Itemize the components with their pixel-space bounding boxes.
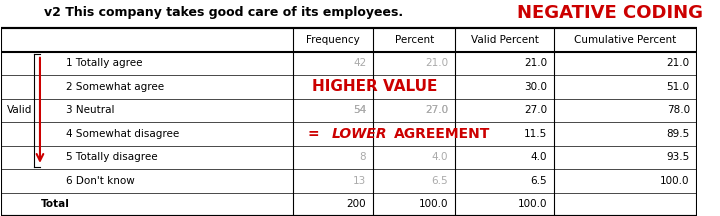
Text: 3 Neutral: 3 Neutral [66, 105, 114, 115]
Text: 54: 54 [353, 105, 366, 115]
Text: Cumulative Percent: Cumulative Percent [575, 35, 677, 45]
Text: 27.0: 27.0 [426, 105, 449, 115]
Text: 89.5: 89.5 [667, 129, 690, 139]
Text: 100.0: 100.0 [518, 199, 547, 209]
Text: =: = [307, 127, 319, 141]
Text: 30.0: 30.0 [524, 82, 547, 92]
Text: v2 This company takes good care of its employees.: v2 This company takes good care of its e… [44, 6, 403, 19]
Text: Total: Total [41, 199, 71, 209]
Text: 8: 8 [360, 152, 366, 162]
Text: AGREEMENT: AGREEMENT [394, 127, 490, 141]
Text: 5 Totally disagree: 5 Totally disagree [66, 152, 158, 162]
Text: NEGATIVE CODING: NEGATIVE CODING [517, 4, 703, 22]
Text: 21.0: 21.0 [524, 58, 547, 68]
Text: 21.0: 21.0 [426, 58, 449, 68]
Text: 6.5: 6.5 [531, 176, 547, 186]
Text: Percent: Percent [395, 35, 434, 45]
Text: 11.5: 11.5 [524, 129, 547, 139]
Text: 93.5: 93.5 [667, 152, 690, 162]
Text: Valid: Valid [6, 105, 32, 115]
Text: 27.0: 27.0 [426, 105, 449, 115]
Text: 6.5: 6.5 [432, 176, 449, 186]
Text: 200: 200 [346, 199, 366, 209]
Text: 100.0: 100.0 [660, 176, 690, 186]
Text: 13: 13 [353, 176, 366, 186]
Text: 4.0: 4.0 [432, 152, 449, 162]
Text: 21.0: 21.0 [667, 58, 690, 68]
Text: LOWER: LOWER [331, 127, 387, 141]
Text: 78.0: 78.0 [667, 105, 690, 115]
Text: 4.0: 4.0 [531, 152, 547, 162]
Text: 6 Don't know: 6 Don't know [66, 176, 135, 186]
Text: HIGHER VALUE: HIGHER VALUE [312, 79, 437, 94]
Text: 100.0: 100.0 [419, 199, 449, 209]
Text: 2 Somewhat agree: 2 Somewhat agree [66, 82, 164, 92]
Text: Frequency: Frequency [306, 35, 360, 45]
Text: Valid Percent: Valid Percent [471, 35, 539, 45]
Text: 1 Totally agree: 1 Totally agree [66, 58, 143, 68]
Text: 42: 42 [353, 58, 366, 68]
Text: 4 Somewhat disagree: 4 Somewhat disagree [66, 129, 179, 139]
Text: 54: 54 [353, 105, 366, 115]
Text: 27.0: 27.0 [524, 105, 547, 115]
Text: 51.0: 51.0 [667, 82, 690, 92]
